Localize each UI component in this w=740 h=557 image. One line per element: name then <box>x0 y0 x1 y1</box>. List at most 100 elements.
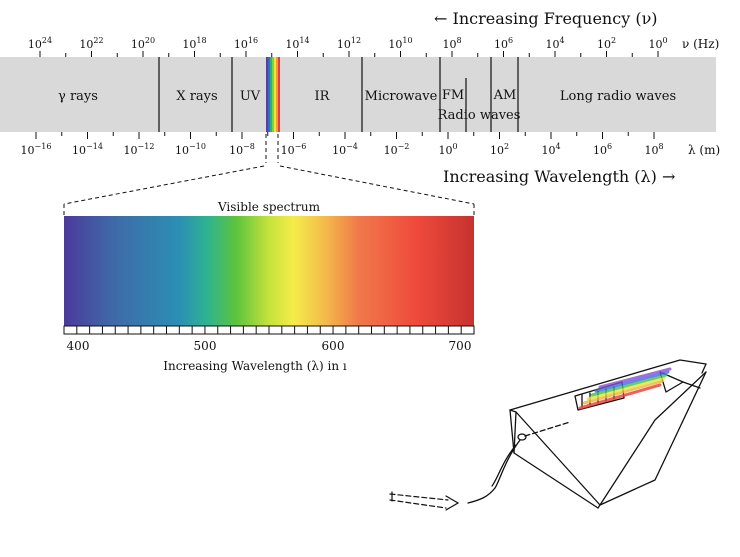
wavelength-tick-11-base: 10 <box>593 144 607 157</box>
wavelength-tick-5: 10−6 <box>281 142 307 157</box>
frequency-tick-7-base: 10 <box>388 38 402 51</box>
frequency-tick-6-base: 10 <box>337 38 351 51</box>
frequency-tick-2: 1020 <box>131 36 155 51</box>
wavelength-tick-3-base: 10 <box>175 144 189 157</box>
band-label-gamma: γ rays <box>58 89 98 104</box>
frequency-tick-11: 102 <box>597 36 616 51</box>
wavelength-tick-0: 10−16 <box>21 142 52 157</box>
frequency-tick-8: 108 <box>442 36 461 51</box>
wavelength-tick-8: 100 <box>438 142 457 157</box>
frequency-tick-labels: 1024 1022 1020 1018 1016 1014 1012 1010 108 106 10… <box>28 36 668 51</box>
frequency-tick-12-exponent: 0 <box>662 36 667 45</box>
spectroscope-sketch <box>467 359 707 509</box>
wavelength-tick-12-base: 10 <box>644 144 658 157</box>
frequency-tick-11-exponent: 2 <box>611 36 616 45</box>
frequency-tick-5-base: 10 <box>285 38 299 51</box>
frequency-tick-4: 1016 <box>234 36 258 51</box>
wavelength-tick-11: 106 <box>593 142 612 157</box>
wavelength-tick-7-base: 10 <box>384 144 398 157</box>
zoom-connector-lines <box>63 134 475 216</box>
wavelength-tick-4: 10−8 <box>229 142 255 157</box>
wavelength-tick-4-base: 10 <box>229 144 243 157</box>
frequency-tick-9-base: 10 <box>494 38 508 51</box>
spectrum-band-background <box>0 57 716 132</box>
wavelength-tick-12-exponent: 8 <box>658 142 663 151</box>
frequency-tick-1-exponent: 22 <box>93 36 103 45</box>
frequency-tick-2-exponent: 20 <box>145 36 155 45</box>
visible-strip <box>266 57 280 132</box>
visible-scale-bar <box>63 325 475 335</box>
frequency-tick-5: 1014 <box>285 36 309 51</box>
frequency-tick-6-exponent: 12 <box>351 36 361 45</box>
wavelength-unit-label: λ (m) <box>688 143 720 157</box>
dispersed-light-beams <box>578 367 672 410</box>
incoming-light-arrow <box>389 491 460 511</box>
frequency-tick-8-base: 10 <box>442 38 456 51</box>
wavelength-tick-labels: 10−16 10−14 10−12 10−10 10−8 10−6 10−4 10−2 100 1… <box>21 142 664 157</box>
frequency-tick-10-base: 10 <box>545 38 559 51</box>
wavelength-axis-title: Increasing Wavelength (λ) → <box>443 167 675 186</box>
wavelength-tick-3: 10−10 <box>175 142 206 157</box>
wavelength-tick-10: 104 <box>541 142 560 157</box>
band-label-long-radio: Long radio waves <box>560 89 676 104</box>
frequency-tick-0-base: 10 <box>28 38 42 51</box>
band-label-ir: IR <box>315 89 331 104</box>
frequency-unit-label: ν (Hz) <box>682 37 719 51</box>
visible-tick-700: 700 <box>449 339 472 353</box>
band-label-xray: X rays <box>176 89 217 104</box>
frequency-tick-9: 106 <box>494 36 513 51</box>
frequency-tick-2-base: 10 <box>131 38 145 51</box>
frequency-tick-10-exponent: 4 <box>559 36 564 45</box>
frequency-tick-0: 1024 <box>28 36 52 51</box>
band-label-microwave: Microwave <box>365 89 438 104</box>
wavelength-tick-6-exponent: −4 <box>346 142 358 151</box>
wavelength-tick-8-base: 10 <box>438 144 452 157</box>
frequency-tick-10: 104 <box>545 36 564 51</box>
frequency-tick-3: 1018 <box>182 36 206 51</box>
visible-tick-600: 600 <box>322 339 345 353</box>
wavelength-tick-9-exponent: 2 <box>504 142 509 151</box>
wavelength-tick-6-base: 10 <box>332 144 346 157</box>
visible-tick-500: 500 <box>194 339 217 353</box>
frequency-tick-11-base: 10 <box>597 38 611 51</box>
frequency-tick-3-base: 10 <box>182 38 196 51</box>
frequency-tick-6: 1012 <box>337 36 361 51</box>
frequency-tick-1: 1022 <box>79 36 103 51</box>
wavelength-tick-3-exponent: −10 <box>189 142 206 151</box>
wavelength-tick-5-base: 10 <box>281 144 295 157</box>
frequency-tick-3-exponent: 18 <box>196 36 206 45</box>
wavelength-tick-10-exponent: 4 <box>555 142 560 151</box>
frequency-tick-4-base: 10 <box>234 38 248 51</box>
wavelength-tick-8-exponent: 0 <box>452 142 457 151</box>
band-label-uv: UV <box>240 89 261 104</box>
wavelength-tick-0-exponent: −16 <box>35 142 52 151</box>
frequency-tick-marks <box>39 51 659 57</box>
band-label-radio: Radio waves <box>438 108 521 123</box>
visible-axis-title: Increasing Wavelength (λ) in ı <box>163 359 347 373</box>
wavelength-tick-1-base: 10 <box>72 144 86 157</box>
visible-spectrum-title: Visible spectrum <box>217 200 321 214</box>
frequency-tick-5-exponent: 14 <box>299 36 309 45</box>
wavelength-tick-1: 10−14 <box>72 142 103 157</box>
wavelength-tick-7: 10−2 <box>384 142 410 157</box>
frequency-tick-12-base: 10 <box>648 38 662 51</box>
wavelength-tick-0-base: 10 <box>21 144 35 157</box>
visible-spectrum-gradient <box>64 216 474 326</box>
frequency-axis-title: ← Increasing Frequency (ν) <box>434 9 658 28</box>
wavelength-tick-12: 108 <box>644 142 663 157</box>
wavelength-tick-1-exponent: −14 <box>86 142 103 151</box>
frequency-tick-7: 1010 <box>388 36 412 51</box>
band-label-fm: FM <box>442 88 464 103</box>
frequency-tick-8-exponent: 8 <box>456 36 461 45</box>
wavelength-tick-4-exponent: −8 <box>243 142 255 151</box>
frequency-tick-9-exponent: 6 <box>508 36 513 45</box>
wavelength-tick-marks <box>35 132 655 139</box>
band-dividers <box>158 57 519 132</box>
wavelength-tick-9-base: 10 <box>490 144 504 157</box>
wavelength-tick-5-exponent: −6 <box>295 142 307 151</box>
frequency-tick-0-exponent: 24 <box>42 36 52 45</box>
band-label-am: AM <box>493 88 517 103</box>
wavelength-tick-10-base: 10 <box>541 144 555 157</box>
wavelength-tick-11-exponent: 6 <box>607 142 612 151</box>
